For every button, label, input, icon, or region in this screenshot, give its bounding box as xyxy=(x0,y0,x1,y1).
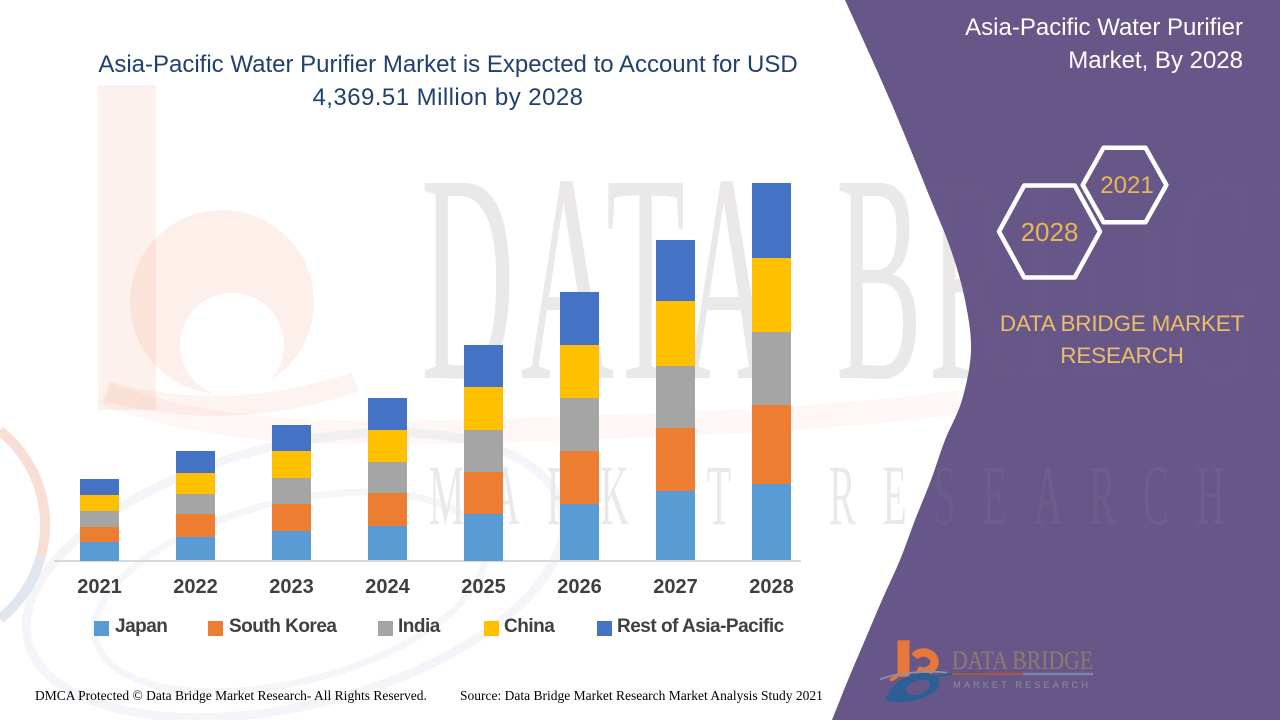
svg-text:MARKET RESEARCH: MARKET RESEARCH xyxy=(953,680,1091,691)
svg-text:DATA BRIDGE: DATA BRIDGE xyxy=(952,646,1093,675)
